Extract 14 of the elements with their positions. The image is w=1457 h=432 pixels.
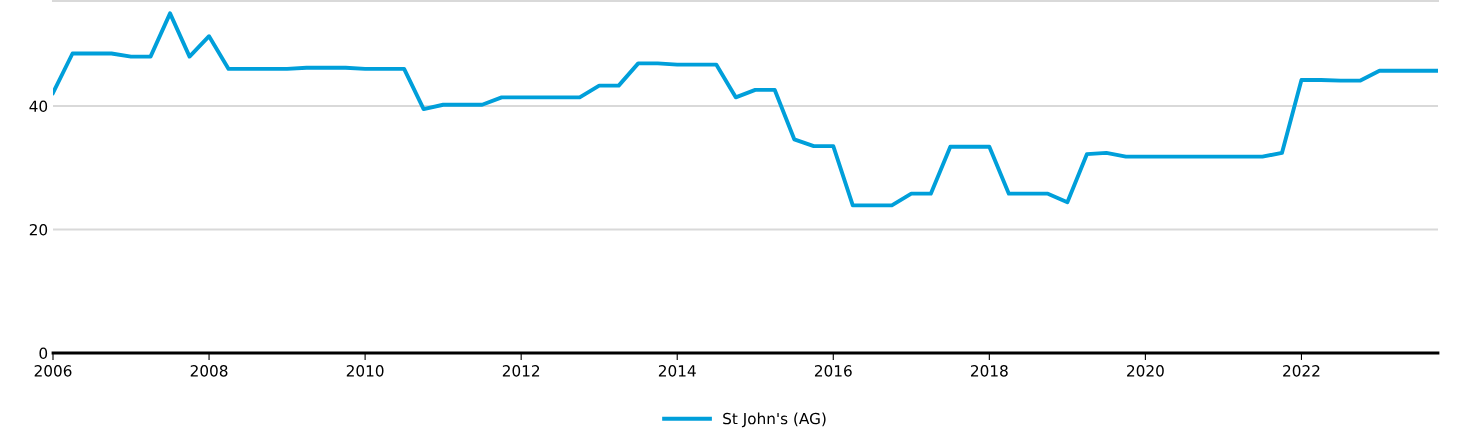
y-tick-label: 40 [29, 100, 48, 112]
x-tick-label: 2012 [502, 365, 540, 377]
y-tick-label: 20 [29, 223, 48, 236]
y-tick-label: 0 [39, 347, 48, 360]
line-series [53, 11, 1438, 208]
legend-label: St John's (AG) [723, 412, 826, 428]
x-tick-label: 2016 [814, 365, 852, 377]
x-tick-label: 2014 [658, 365, 696, 377]
x-tick-label: 2010 [346, 365, 384, 377]
x-tick-label: 2022 [1283, 365, 1320, 377]
x-tick-label: 2020 [1127, 365, 1164, 377]
x-tick-label: 2008 [190, 365, 228, 377]
x-tick-label: 2018 [971, 365, 1008, 377]
x-tick-label: 2006 [34, 365, 72, 377]
